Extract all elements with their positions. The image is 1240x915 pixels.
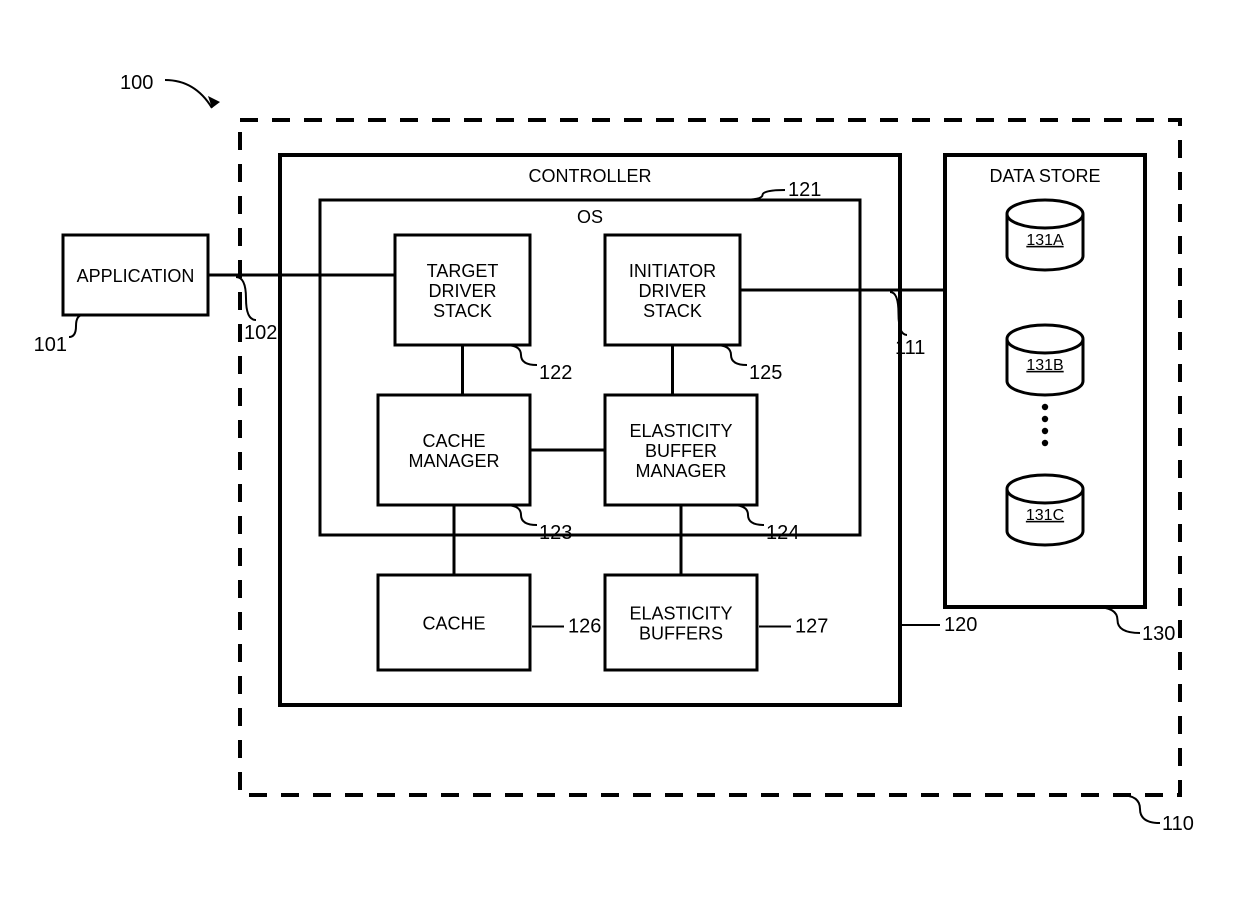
svg-text:TARGETDRIVERSTACK: TARGETDRIVERSTACK (427, 261, 499, 321)
svg-text:120: 120 (944, 614, 977, 636)
svg-text:125: 125 (749, 362, 782, 384)
svg-text:110: 110 (1162, 813, 1194, 835)
svg-text:102: 102 (244, 322, 277, 344)
elasticity-buffer-manager-box: ELASTICITYBUFFERMANAGER (605, 395, 757, 505)
svg-text:131B: 131B (1026, 357, 1063, 374)
cache-box: CACHE (378, 575, 530, 670)
svg-text:111: 111 (895, 337, 925, 359)
svg-text:122: 122 (539, 362, 572, 384)
svg-text:APPLICATION: APPLICATION (77, 266, 195, 286)
svg-text:123: 123 (539, 522, 572, 544)
system-ref: 100 (120, 72, 220, 108)
svg-text:126: 126 (568, 616, 601, 638)
svg-text:121: 121 (788, 179, 821, 201)
application-box: APPLICATION (63, 235, 208, 315)
svg-text:131C: 131C (1026, 507, 1064, 524)
svg-text:131A: 131A (1026, 232, 1064, 249)
svg-text:DATA STORE: DATA STORE (989, 166, 1100, 186)
svg-text:127: 127 (795, 616, 828, 638)
svg-text:CONTROLLER: CONTROLLER (528, 166, 651, 186)
svg-text:101: 101 (34, 334, 67, 356)
target-driver-stack-box: TARGETDRIVERSTACK (395, 235, 530, 345)
svg-text:ELASTICITYBUFFERS: ELASTICITYBUFFERS (629, 603, 732, 643)
svg-text:100: 100 (120, 72, 153, 94)
svg-text:CACHE: CACHE (422, 613, 485, 633)
svg-text:OS: OS (577, 207, 603, 227)
svg-text:124: 124 (766, 522, 799, 544)
elasticity-buffers-box: ELASTICITYBUFFERS (605, 575, 757, 670)
cache-manager-box: CACHEMANAGER (378, 395, 530, 505)
data-store-container: DATA STORE 131A 131B 131C 130 (945, 155, 1175, 645)
svg-text:130: 130 (1142, 623, 1175, 645)
initiator-driver-stack-box: INITIATORDRIVERSTACK (605, 235, 740, 345)
